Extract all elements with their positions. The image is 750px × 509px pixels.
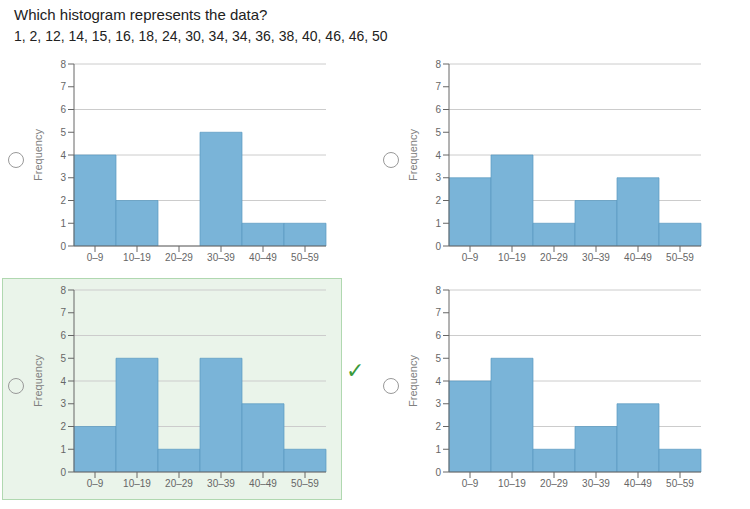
svg-text:7: 7 [60,81,66,92]
svg-text:8: 8 [435,59,441,70]
svg-text:40–49: 40–49 [624,252,652,263]
svg-text:0: 0 [60,241,66,252]
svg-text:10–19: 10–19 [498,252,526,263]
svg-text:10–19: 10–19 [123,478,151,489]
svg-text:3: 3 [435,172,441,183]
svg-text:10–19: 10–19 [498,478,526,489]
svg-text:0–9: 0–9 [87,478,104,489]
svg-text:4: 4 [60,150,66,161]
svg-text:30–39: 30–39 [582,252,610,263]
svg-text:0: 0 [60,467,66,478]
svg-text:6: 6 [435,104,441,115]
svg-text:Frequency: Frequency [407,129,419,181]
svg-text:1: 1 [435,444,441,455]
svg-text:20–29: 20–29 [540,252,568,263]
svg-text:50–59: 50–59 [666,478,694,489]
svg-text:0: 0 [435,467,441,478]
svg-text:40–49: 40–49 [249,478,277,489]
svg-text:7: 7 [435,307,441,318]
svg-text:3: 3 [435,398,441,409]
svg-text:2: 2 [60,195,66,206]
svg-text:Frequency: Frequency [32,129,44,181]
svg-text:0–9: 0–9 [462,478,479,489]
svg-text:3: 3 [60,172,66,183]
svg-text:20–29: 20–29 [540,478,568,489]
svg-text:8: 8 [435,285,441,296]
svg-text:0: 0 [435,241,441,252]
svg-text:20–29: 20–29 [165,252,193,263]
svg-text:Frequency: Frequency [32,355,44,407]
svg-text:3: 3 [60,398,66,409]
svg-text:5: 5 [60,353,66,364]
svg-text:1: 1 [60,444,66,455]
svg-text:0–9: 0–9 [462,252,479,263]
svg-text:5: 5 [60,127,66,138]
svg-text:2: 2 [435,195,441,206]
svg-text:50–59: 50–59 [291,252,319,263]
svg-text:Frequency: Frequency [407,355,419,407]
html-text:Which histogram represents the: Which histogram represents the data? [14,6,268,23]
svg-text:8: 8 [60,59,66,70]
svg-text:5: 5 [435,127,441,138]
svg-text:7: 7 [435,81,441,92]
svg-text:40–49: 40–49 [624,478,652,489]
svg-text:40–49: 40–49 [249,252,277,263]
svg-text:6: 6 [60,104,66,115]
svg-text:4: 4 [60,376,66,387]
svg-text:10–19: 10–19 [123,252,151,263]
html-text:1, 2, 12, 14, 15, 16, 18, 24,: 1, 2, 12, 14, 15, 16, 18, 24, 30, 34, 34… [14,28,388,44]
svg-text:4: 4 [435,150,441,161]
svg-text:1: 1 [435,218,441,229]
svg-text:8: 8 [60,285,66,296]
svg-text:1: 1 [60,218,66,229]
svg-text:2: 2 [435,421,441,432]
svg-text:2: 2 [60,421,66,432]
svg-text:30–39: 30–39 [582,478,610,489]
svg-text:30–39: 30–39 [207,252,235,263]
svg-text:4: 4 [435,376,441,387]
svg-text:20–29: 20–29 [165,478,193,489]
svg-text:6: 6 [60,330,66,341]
svg-text:6: 6 [435,330,441,341]
svg-text:5: 5 [435,353,441,364]
svg-text:7: 7 [60,307,66,318]
svg-text:50–59: 50–59 [291,478,319,489]
svg-text:0–9: 0–9 [87,252,104,263]
svg-text:50–59: 50–59 [666,252,694,263]
svg-text:30–39: 30–39 [207,478,235,489]
